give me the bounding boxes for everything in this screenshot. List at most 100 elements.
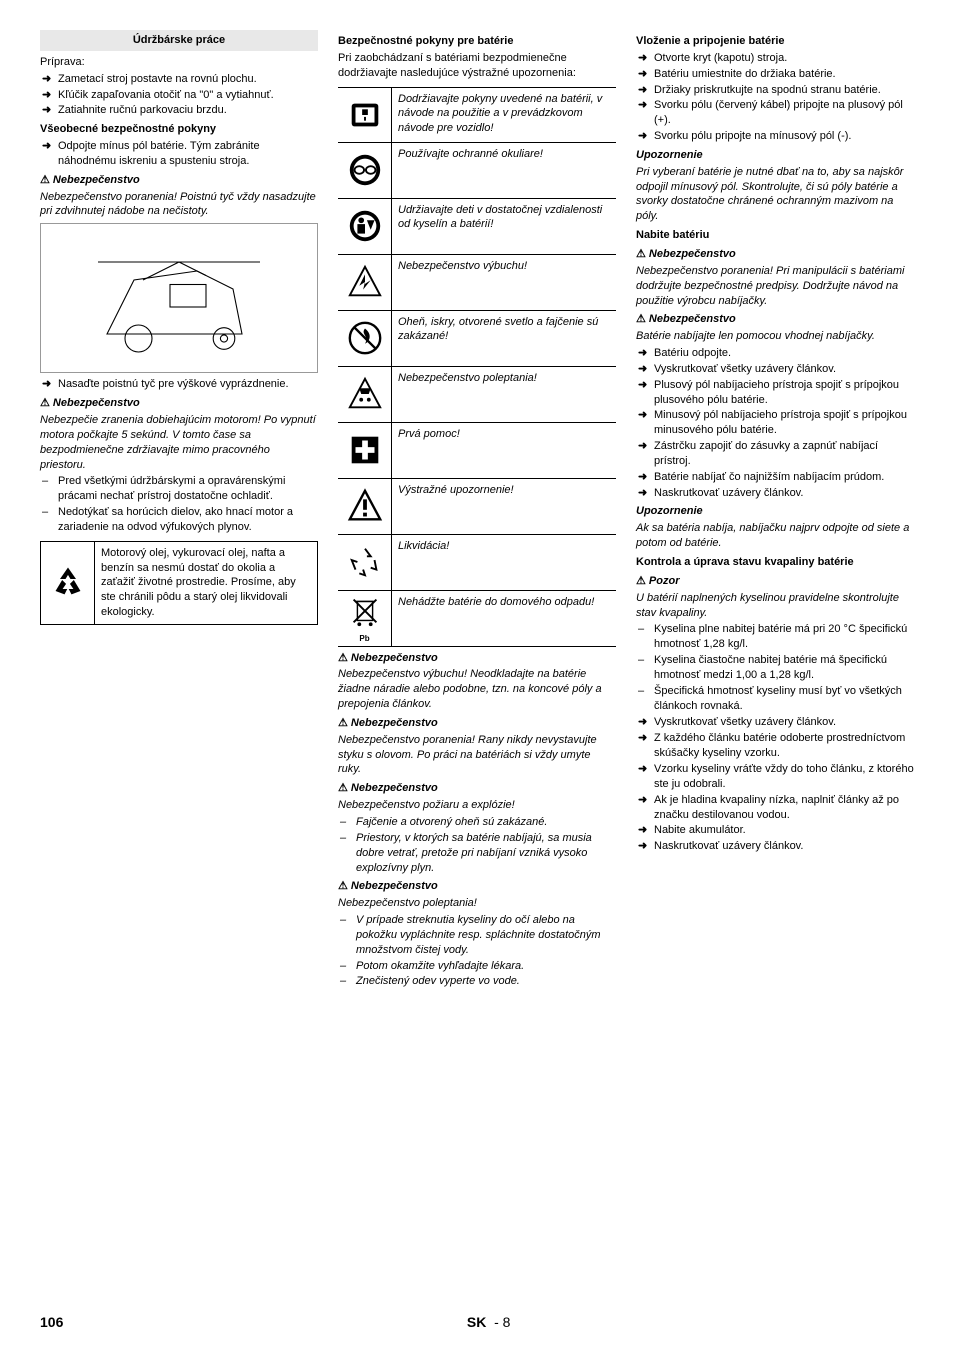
list-item: Z každého článku batérie odoberte prostr… — [636, 731, 914, 761]
list-item: Pred všetkými údržbárskymi a opravárensk… — [40, 474, 318, 504]
install-battery-heading: Vloženie a pripojenie batérie — [636, 34, 914, 49]
danger-heading: Nebezpečenstvo — [338, 879, 616, 894]
charge-list: Batériu odpojte. Vyskrutkovať všetky uzá… — [636, 346, 914, 500]
list-item: Minusový pól nabíjacieho prístroja spoji… — [636, 408, 914, 438]
list-item: Kľúčik zapaľovania otočiť na "0" a vytia… — [40, 88, 318, 103]
list-item: Batériu umiestnite do držiaka batérie. — [636, 67, 914, 82]
page-footer: 106 SK - 8 — [40, 1313, 914, 1332]
list-item: Potom okamžite vyhľadajte lékara. — [338, 959, 616, 974]
prep-list: Zametací stroj postavte na rovnú plochu.… — [40, 72, 318, 119]
column-1: Údržbárske práce Príprava: Zametací stro… — [40, 30, 318, 991]
fluid-dash-list: Kyselina plne nabitej batérie má pri 20 … — [636, 622, 914, 713]
first-aid-icon — [338, 423, 392, 478]
danger-text: Nebezpečenstvo výbuchu! Neodkladajte na … — [338, 667, 616, 712]
maintenance-header: Údržbárske práce — [40, 30, 318, 51]
list-item: Držiaky priskrutkujte na spodnú stranu b… — [636, 83, 914, 98]
danger-text: Nebezpečenstvo poranenia! Pri manipuláci… — [636, 264, 914, 309]
general-safety-heading: Všeobecné bezpečnostné pokyny — [40, 122, 318, 137]
danger-text: Nebezpečenstvo poranenia! Rany nikdy nev… — [338, 733, 616, 778]
fluid-heading: Kontrola a úprava stavu kvapaliny batéri… — [636, 555, 914, 570]
list-item: Zástrčku zapojiť do zásuvky a zapnúť nab… — [636, 439, 914, 469]
cool-list: Pred všetkými údržbárskymi a opravárensk… — [40, 474, 318, 534]
caution-heading: Pozor — [636, 574, 914, 589]
disposal-icon — [338, 535, 392, 590]
note-heading: Upozornenie — [636, 148, 914, 163]
list-item: Batériu odpojte. — [636, 346, 914, 361]
recycle-icon — [41, 542, 95, 624]
page-number: 106 — [40, 1313, 63, 1332]
list-item: Svorku pólu (červený kábel) pripojte na … — [636, 98, 914, 128]
danger-heading: Nebezpečenstvo — [40, 173, 318, 188]
icon-text: Udržiavajte deti v dostatočnej vzdialeno… — [392, 199, 616, 254]
list-item: Kyselina čiastočne nabitej batérie má šp… — [636, 653, 914, 683]
manual-icon — [338, 88, 392, 142]
note-text: Pri vyberaní batérie je nutné dbať na to… — [636, 165, 914, 224]
danger-text: Nebezpečenstvo poleptania! — [338, 896, 616, 911]
danger-text: Nebezpečie zranenia dobiehajúcim motorom… — [40, 413, 318, 472]
danger-heading: Nebezpečenstvo — [338, 781, 616, 796]
battery-intro: Pri zaobchádzaní s batériami bezpodmiene… — [338, 51, 616, 81]
machine-illustration — [40, 223, 318, 373]
list-item: V prípade streknutia kyseliny do očí ale… — [338, 913, 616, 958]
danger-heading: Nebezpečenstvo — [636, 312, 914, 327]
no-fire-icon — [338, 311, 392, 366]
danger-text: Nebezpečenstvo požiaru a explózie! — [338, 798, 616, 813]
list-item: Zametací stroj postavte na rovnú plochu. — [40, 72, 318, 87]
list-item: Svorku pólu pripojte na mínusový pól (-)… — [636, 129, 914, 144]
list-item: Vzorku kyseliny vráťte vždy do toho člán… — [636, 762, 914, 792]
list-item: Batérie nabíjať čo najnižším nabíjacím p… — [636, 470, 914, 485]
icon-text: Dodržiavajte pokyny uvedené na batérii, … — [392, 88, 616, 142]
list-item: Naskrutkovať uzávery článkov. — [636, 839, 914, 854]
goggles-icon — [338, 143, 392, 198]
list-item: Nasaďte poistnú tyč pre výškové vyprázdn… — [40, 377, 318, 392]
fluid-arrow-list: Vyskrutkovať všetky uzávery článkov. Z k… — [636, 715, 914, 854]
list-item: Odpojte mínus pól batérie. Tým zabránite… — [40, 139, 318, 169]
icon-text: Nebezpečenstvo poleptania! — [392, 367, 616, 422]
list-item: Fajčenie a otvorený oheň sú zakázané. — [338, 815, 616, 830]
keep-children-away-icon — [338, 199, 392, 254]
corrosive-icon — [338, 367, 392, 422]
column-3: Vloženie a pripojenie batérie Otvorte kr… — [636, 30, 914, 991]
list-item: Ak je hladina kvapaliny nízka, naplniť č… — [636, 793, 914, 823]
explosion-icon — [338, 255, 392, 310]
list-item: Naskrutkovať uzávery článkov. — [636, 486, 914, 501]
icon-table: Dodržiavajte pokyny uvedené na batérii, … — [338, 87, 616, 647]
battery-safety-heading: Bezpečnostné pokyny pre batérie — [338, 34, 616, 49]
danger-heading: Nebezpečenstvo — [338, 716, 616, 731]
warning-icon — [338, 479, 392, 534]
note-heading: Upozornenie — [636, 504, 914, 519]
icon-text: Výstražné upozornenie! — [392, 479, 616, 534]
fire-list: Fajčenie a otvorený oheň sú zakázané. Pr… — [338, 815, 616, 875]
charge-heading: Nabite batériu — [636, 228, 914, 243]
list-item: Plusový pól nabíjacieho prístroja spojiť… — [636, 378, 914, 408]
danger-heading: Nebezpečenstvo — [338, 651, 616, 666]
list-item: Vyskrutkovať všetky uzávery článkov. — [636, 715, 914, 730]
list-item: Kyselina plne nabitej batérie má pri 20 … — [636, 622, 914, 652]
acid-list: V prípade streknutia kyseliny do očí ale… — [338, 913, 616, 989]
list-item: Zatiahnite ručnú parkovaciu brzdu. — [40, 103, 318, 118]
danger-text: Batérie nabíjajte len pomocou vhodnej na… — [636, 329, 914, 344]
danger-heading: Nebezpečenstvo — [636, 247, 914, 262]
list-item: Otvorte kryt (kapotu) stroja. — [636, 51, 914, 66]
list-item: Nedotýkať sa horúcich dielov, ako hnací … — [40, 505, 318, 535]
list-item: Priestory, v ktorých sa batérie nabíjajú… — [338, 831, 616, 876]
install-list: Otvorte kryt (kapotu) stroja. Batériu um… — [636, 51, 914, 144]
icon-text: Nehádžte batérie do domového odpadu! — [392, 591, 616, 646]
list-item: Nabite akumulátor. — [636, 823, 914, 838]
icon-text: Nebezpečenstvo výbuchu! — [392, 255, 616, 310]
footer-lang: SK - 8 — [467, 1313, 511, 1332]
list-item: Špecifická hmotnosť kyseliny musí byť vo… — [636, 684, 914, 714]
prep-label: Príprava: — [40, 55, 318, 70]
icon-text: Prvá pomoc! — [392, 423, 616, 478]
note-text: Ak sa batéria nabíja, nabíjačku najprv o… — [636, 521, 914, 551]
list-item: Znečistený odev vyperte vo vode. — [338, 974, 616, 989]
general-list: Odpojte mínus pól batérie. Tým zabránite… — [40, 139, 318, 169]
icon-text: Likvidácia! — [392, 535, 616, 590]
oil-text: Motorový olej, vykurovací olej, nafta a … — [95, 542, 317, 624]
oil-disposal-box: Motorový olej, vykurovací olej, nafta a … — [40, 541, 318, 625]
no-trash-icon: Pb — [338, 591, 392, 646]
danger-heading: Nebezpečenstvo — [40, 396, 318, 411]
list-item: Vyskrutkovať všetky uzávery článkov. — [636, 362, 914, 377]
icon-text: Používajte ochranné okuliare! — [392, 143, 616, 198]
icon-text: Oheň, iskry, otvorené svetlo a fajčenie … — [392, 311, 616, 366]
